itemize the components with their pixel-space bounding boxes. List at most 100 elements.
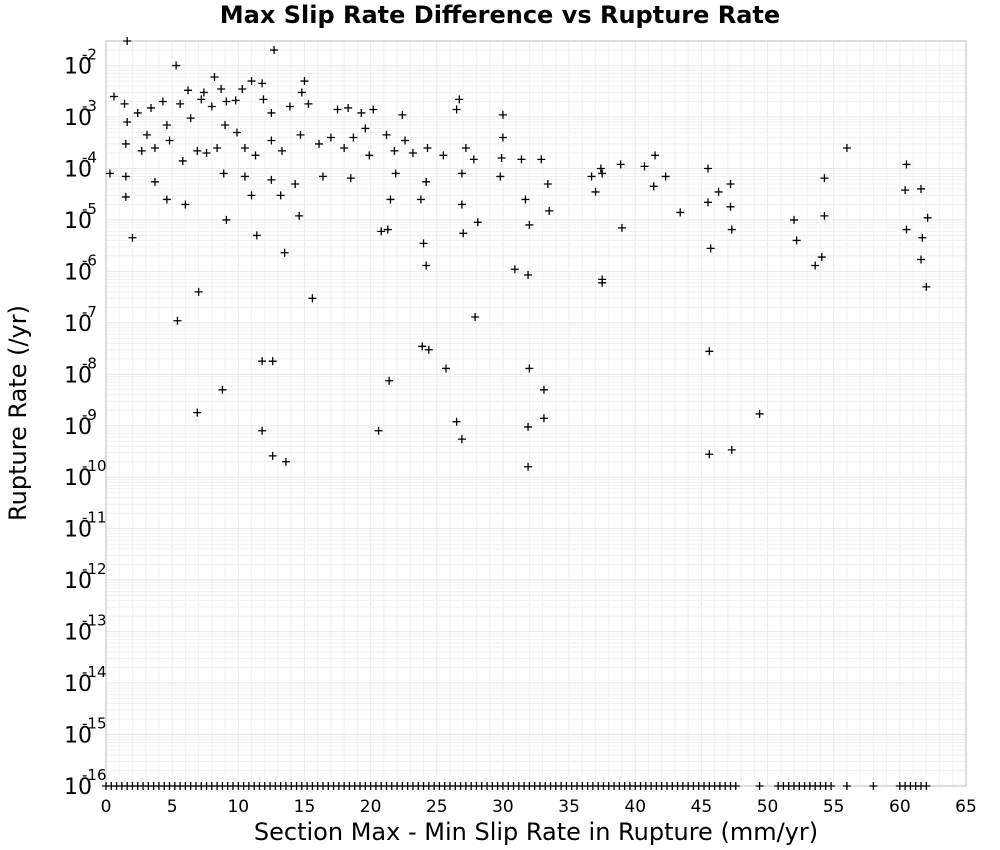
data-point [820,174,829,183]
data-point [383,225,392,234]
data-point [123,118,132,126]
data-point [193,146,202,155]
x-tick-label: 35 [558,797,580,817]
y-tick-base: 10 [64,724,92,749]
data-point [398,110,407,119]
y-tick-label: 10-2 [64,46,97,80]
x-tick-label: 5 [167,797,178,817]
data-point [525,220,534,229]
data-point [714,187,723,196]
y-tick-label: 10-8 [64,354,97,388]
y-tick-label: 10-13 [64,612,107,646]
data-point [258,357,267,366]
data-point [524,462,533,471]
data-point [267,136,276,145]
data-point [618,223,626,232]
data-point [285,102,294,111]
data-point [521,195,530,204]
data-point [218,385,227,394]
data-point [365,151,374,160]
y-tick-label: 10-9 [64,406,97,440]
y-tick-exponent: -16 [82,766,107,784]
data-point [827,782,836,790]
data-point [181,200,190,209]
data-point [545,206,554,215]
data-point [194,287,203,296]
y-tick-label: 10-16 [64,766,107,800]
data-point [452,105,461,114]
data-point [596,164,605,173]
data-point [382,130,391,139]
data-point [922,782,931,790]
data-point [238,85,247,94]
data-point [705,450,714,459]
y-tick-exponent: -14 [82,663,107,681]
x-tick-label: 30 [492,797,514,817]
data-point [452,417,461,426]
data-point [901,186,910,195]
data-point [676,208,685,217]
x-tick-label: 0 [101,797,112,817]
x-axis-ticks: 0 5 10 15 20 25 30 35 40 45 50 55 60 65 [101,797,977,817]
data-point [418,342,427,351]
x-tick-label: 45 [691,797,713,817]
data-point [591,187,600,196]
data-point [199,88,208,97]
y-tick-exponent: -3 [82,97,97,115]
data-point [469,155,478,164]
data-point [291,179,300,188]
y-tick-base: 10 [64,363,92,388]
data-point [727,225,736,234]
data-point [178,156,187,165]
x-tick-label: 20 [360,797,382,817]
y-tick-label: 10-6 [64,251,97,285]
y-tick-base: 10 [64,312,92,337]
data-point [222,97,231,106]
data-point [820,211,829,220]
data-point [377,227,386,236]
grid-lines [105,40,967,787]
y-tick-label: 10-10 [64,457,107,491]
data-point [318,172,327,181]
data-point [587,172,596,181]
y-tick-base: 10 [64,569,92,594]
data-point [423,143,432,152]
data-point [137,146,146,155]
data-point [525,364,534,373]
data-point [346,174,355,183]
x-tick-label: 10 [227,797,249,817]
y-tick-exponent: -10 [82,457,107,475]
data-point [459,229,468,238]
data-point [598,278,607,287]
y-tick-base: 10 [64,466,92,491]
data-point [258,79,267,88]
data-point [357,108,366,117]
y-tick-exponent: -13 [82,612,107,630]
y-tick-label: 10-3 [64,97,97,131]
y-tick-base: 10 [64,106,92,131]
y-tick-label: 10-4 [64,148,97,182]
data-point [217,85,226,94]
data-point [811,261,820,270]
data-point [258,426,267,435]
data-point [267,175,276,184]
data-point [121,192,130,201]
data-point [422,261,431,270]
data-point [917,184,926,193]
data-point [661,172,670,181]
data-point [268,451,277,460]
data-point [461,143,470,152]
y-tick-label: 10-11 [64,509,107,543]
data-point [162,120,171,129]
data-point [197,95,206,104]
data-point [923,213,932,222]
data-point [186,114,195,123]
data-point [133,108,142,117]
data-point [219,169,228,178]
data-point [704,164,712,173]
data-point [172,61,181,70]
data-point [128,233,137,242]
x-axis-label: Section Max - Min Slip Rate in Rupture (… [254,818,818,846]
data-point [121,139,130,148]
data-point [726,179,735,188]
